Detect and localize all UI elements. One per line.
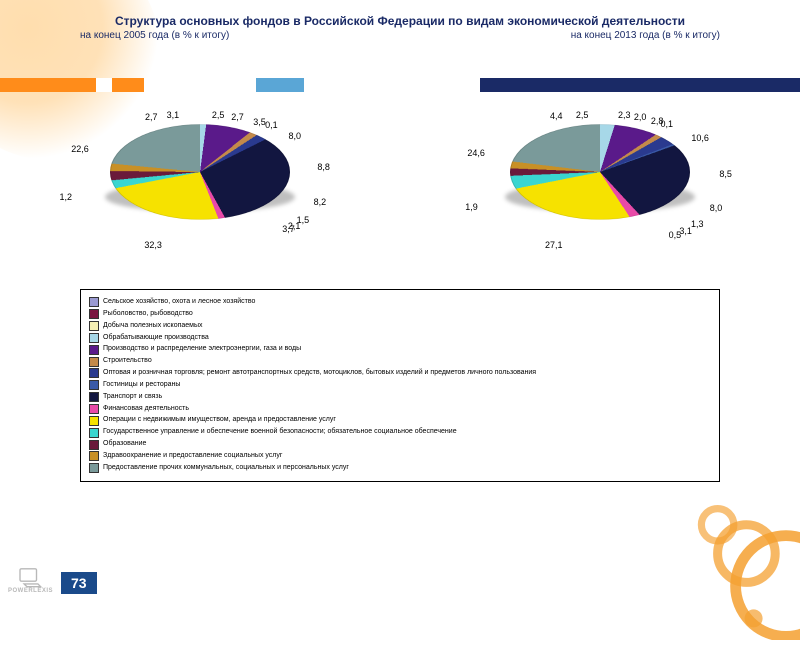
- legend-row: Обрабатывающие производства: [89, 333, 711, 344]
- legend-label: Гостиницы и рестораны: [103, 380, 180, 391]
- pie-slice-label: 22,6: [71, 144, 89, 154]
- footer: POWERLEXIS 73: [8, 566, 97, 594]
- pie-chart-2013: 2,80,110,68,58,01,33,10,527,11,924,64,42…: [450, 81, 750, 281]
- pie-slice-label: 3,1: [679, 226, 692, 236]
- legend-box: Сельское хозяйство, охота и лесное хозяй…: [80, 289, 720, 482]
- legend-label: Сельское хозяйство, охота и лесное хозяй…: [103, 297, 255, 308]
- legend-row: Транспорт и связь: [89, 392, 711, 403]
- pie-slice-label: 4,4: [550, 111, 563, 121]
- pie-slice-label: 8,0: [710, 203, 723, 213]
- legend-label: Производство и распределение электроэнер…: [103, 344, 301, 355]
- legend-label: Государственное управление и обеспечение…: [103, 427, 457, 438]
- powerlexis-logo: POWERLEXIS: [8, 566, 53, 594]
- page-title: Структура основных фондов в Российской Ф…: [0, 14, 800, 28]
- pie-slice-label: 2,7: [231, 112, 244, 122]
- legend-row: Здравоохранение и предоставление социаль…: [89, 451, 711, 462]
- pie-slice-label: 10,6: [691, 133, 709, 143]
- pie-slice-label: 3,5: [253, 117, 266, 127]
- logo-text: POWERLEXIS: [8, 588, 53, 594]
- legend-row: Оптовая и розничная торговля; ремонт авт…: [89, 368, 711, 379]
- legend-swatch: [89, 463, 99, 473]
- legend-swatch: [89, 451, 99, 461]
- subtitle-left: на конец 2005 года (в % к итогу): [80, 30, 229, 41]
- pie-slice-label: 2,5: [212, 110, 225, 120]
- pie-slice-label: 1,9: [465, 202, 478, 212]
- legend-row: Государственное управление и обеспечение…: [89, 427, 711, 438]
- legend-row: Сельское хозяйство, охота и лесное хозяй…: [89, 297, 711, 308]
- pie-slice-label: 27,1: [545, 240, 563, 250]
- legend-label: Добыча полезных ископаемых: [103, 321, 203, 332]
- legend-row: Строительство: [89, 356, 711, 367]
- legend-row: Производство и распределение электроэнер…: [89, 344, 711, 355]
- legend-row: Предоставление прочих коммунальных, соци…: [89, 463, 711, 474]
- pie-slice-label: 2,3: [618, 110, 631, 120]
- legend-swatch: [89, 357, 99, 367]
- charts-row: 3,50,18,08,88,21,52,13,732,31,222,62,73,…: [0, 81, 800, 281]
- decorative-swirl-bottom-right: [660, 460, 800, 640]
- legend-label: Предоставление прочих коммунальных, соци…: [103, 463, 349, 474]
- pie-slice-label: 2,5: [576, 110, 589, 120]
- pie-slice-label: 8,8: [317, 162, 330, 172]
- legend-swatch: [89, 345, 99, 355]
- pie-disc: [510, 124, 690, 219]
- legend-swatch: [89, 404, 99, 414]
- legend-label: Рыболовство, рыбоводство: [103, 309, 193, 320]
- legend-swatch: [89, 440, 99, 450]
- pie-slice-label: 2,0: [634, 112, 647, 122]
- legend-swatch: [89, 392, 99, 402]
- pie-slice-label: 0,1: [661, 119, 674, 129]
- legend-row: Финансовая деятельность: [89, 404, 711, 415]
- legend-swatch: [89, 380, 99, 390]
- pie-slice-label: 1,3: [691, 219, 704, 229]
- legend-swatch: [89, 321, 99, 331]
- pie-disc: [110, 124, 290, 219]
- legend-label: Здравоохранение и предоставление социаль…: [103, 451, 282, 462]
- legend-label: Образование: [103, 439, 146, 450]
- pie-slice-label: 3,1: [167, 110, 180, 120]
- legend-swatch: [89, 428, 99, 438]
- logo-icon: [17, 566, 45, 588]
- page-number: 73: [61, 572, 97, 594]
- subtitle-right: на конец 2013 года (в % к итогу): [571, 30, 720, 41]
- pie-slice-label: 3,7: [282, 224, 295, 234]
- pie-slice-label: 0,1: [265, 120, 278, 130]
- legend-row: Добыча полезных ископаемых: [89, 321, 711, 332]
- legend-row: Операции с недвижимым имуществом, аренда…: [89, 415, 711, 426]
- pie-slice-label: 8,5: [719, 169, 732, 179]
- legend-label: Транспорт и связь: [103, 392, 162, 403]
- legend-swatch: [89, 333, 99, 343]
- legend-row: Образование: [89, 439, 711, 450]
- legend-label: Обрабатывающие производства: [103, 333, 209, 344]
- legend-swatch: [89, 297, 99, 307]
- pie-slice-label: 8,2: [314, 197, 327, 207]
- legend-label: Операции с недвижимым имуществом, аренда…: [103, 415, 336, 426]
- title-block: Структура основных фондов в Российской Ф…: [0, 0, 800, 41]
- legend-swatch: [89, 309, 99, 319]
- legend-row: Рыболовство, рыбоводство: [89, 309, 711, 320]
- pie-slice-label: 24,6: [467, 148, 485, 158]
- pie-slice-label: 2,7: [145, 112, 158, 122]
- pie-slice-label: 0,5: [669, 230, 682, 240]
- pie-slice-label: 1,2: [60, 192, 73, 202]
- pie-slice-label: 32,3: [144, 240, 162, 250]
- legend-label: Строительство: [103, 356, 152, 367]
- legend-swatch: [89, 416, 99, 426]
- legend-swatch: [89, 368, 99, 378]
- pie-chart-2005: 3,50,18,08,88,21,52,13,732,31,222,62,73,…: [50, 81, 350, 281]
- legend-label: Оптовая и розничная торговля; ремонт авт…: [103, 368, 536, 379]
- legend-label: Финансовая деятельность: [103, 404, 189, 415]
- pie-slice-label: 8,0: [289, 131, 302, 141]
- legend-row: Гостиницы и рестораны: [89, 380, 711, 391]
